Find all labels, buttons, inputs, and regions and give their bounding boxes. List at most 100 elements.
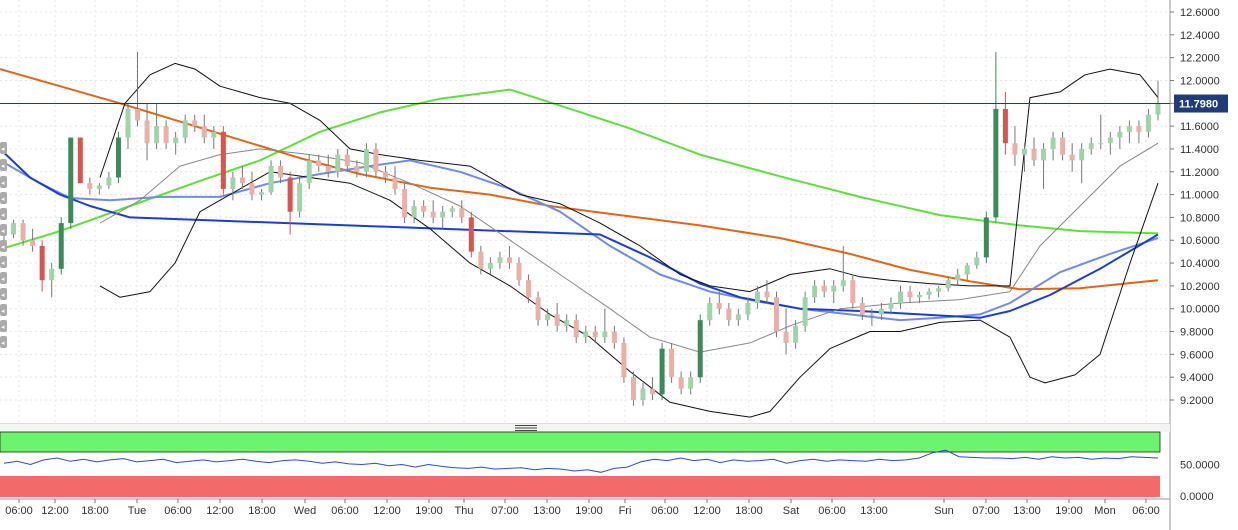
candle-body	[1069, 154, 1075, 161]
candle-body	[30, 240, 36, 246]
toolbar-tab[interactable]: ◂	[0, 224, 7, 236]
toolbar-tab[interactable]: ◂	[0, 176, 7, 188]
candle	[1031, 137, 1037, 167]
candle	[592, 325, 598, 343]
candle-body	[907, 291, 913, 298]
toolbar-tab[interactable]: ◂	[0, 142, 7, 154]
toolbar-tab[interactable]: ◂	[0, 192, 7, 204]
candle-body	[850, 280, 856, 303]
bollinger-upper	[99, 62, 1159, 293]
candle	[382, 166, 388, 184]
price-tick-label: 11.6000	[1180, 121, 1219, 133]
time-tick-label: 06:00	[651, 505, 679, 517]
toolbar-tab[interactable]: ◂	[0, 272, 7, 284]
candle	[774, 291, 780, 338]
candle-body	[115, 137, 121, 178]
toolbar-tab-bg	[0, 208, 7, 220]
candle-body	[793, 325, 799, 343]
candle	[945, 276, 951, 292]
candle-body	[526, 280, 532, 298]
candle	[764, 280, 770, 303]
candle-body	[869, 314, 875, 316]
toolbar-tab[interactable]: ◂	[0, 288, 7, 300]
price-tick-label: 9.8000	[1180, 327, 1214, 339]
candle	[268, 160, 274, 195]
candle	[1117, 126, 1123, 149]
candle	[573, 314, 579, 343]
toolbar-tab[interactable]: ◂	[0, 159, 7, 171]
candle	[697, 314, 703, 383]
candle-body	[125, 109, 131, 138]
candle-body	[583, 331, 589, 338]
candle-body	[926, 291, 932, 296]
toolbar-tab-bg	[0, 142, 7, 154]
candle	[1098, 114, 1104, 149]
pane-divider-bar	[0, 424, 1170, 432]
candle-body	[20, 223, 26, 241]
candle	[611, 325, 617, 349]
candle-body	[1050, 137, 1056, 149]
candle-body	[611, 331, 617, 343]
candle	[239, 166, 245, 189]
candle	[306, 154, 312, 189]
candle	[478, 245, 484, 275]
toolbar-tab-icon: ◂	[1, 244, 5, 251]
candle	[106, 171, 112, 189]
candle-body	[1088, 143, 1094, 149]
candle	[1012, 126, 1018, 167]
pane-divider[interactable]	[0, 424, 1170, 432]
candle	[602, 308, 608, 343]
rsi-tick-label: 0.0000	[1180, 491, 1214, 503]
candle-body	[1060, 137, 1066, 155]
candle	[545, 308, 551, 326]
toolbar-tab[interactable]: ◂	[0, 208, 7, 220]
candle	[621, 337, 627, 383]
toolbar-tab[interactable]: ◂	[0, 256, 7, 268]
rsi-line	[3, 449, 1159, 473]
candle	[468, 211, 474, 258]
time-tick-label: 13:00	[533, 505, 561, 517]
price-tick-label: 10.4000	[1180, 258, 1220, 270]
candle-body	[897, 291, 903, 303]
time-tick-label: Sun	[934, 505, 954, 517]
candle-body	[955, 274, 961, 281]
price-tick-label: 12.4000	[1180, 30, 1220, 42]
candle-body	[878, 308, 884, 315]
candle-body	[316, 160, 322, 167]
candle-body	[106, 177, 112, 186]
candle	[230, 171, 236, 201]
candle	[955, 268, 961, 286]
candle-body	[430, 211, 436, 218]
time-tick-label: 07:00	[972, 505, 1000, 517]
candle	[325, 154, 331, 178]
toolbar-tab[interactable]: ◂	[0, 336, 7, 348]
candle-body	[1107, 137, 1113, 144]
candle-body	[201, 126, 207, 138]
candle	[68, 137, 74, 229]
candle-body	[344, 154, 350, 167]
toolbar-tab[interactable]: ◂	[0, 304, 7, 316]
candle	[58, 217, 64, 275]
candle-body	[754, 291, 760, 303]
toolbar-tab[interactable]: ◂	[0, 240, 7, 252]
toolbar-tab-icon: ◂	[1, 146, 5, 153]
candle-body	[1031, 148, 1037, 161]
candle-body	[506, 257, 512, 264]
candle	[316, 154, 322, 172]
candle	[287, 171, 293, 235]
candle	[1126, 120, 1132, 144]
left-toolbar[interactable]: ◂ ◂ ◂ ◂ ◂ ◂ ◂ ◂ ◂ ◂ ◂ ◂ ◂	[0, 142, 7, 348]
candle	[869, 308, 875, 326]
candle	[926, 288, 932, 300]
candle-body	[716, 303, 722, 309]
rsi-tick-label: 50.0000	[1180, 460, 1220, 472]
last-price-badge: 11.7980	[1174, 94, 1228, 113]
candle-body	[621, 342, 627, 378]
candle	[402, 183, 408, 224]
toolbar-tab[interactable]: ◂	[0, 320, 7, 332]
candle-body	[974, 257, 980, 266]
candle-body	[545, 314, 551, 321]
time-tick-label: 13:00	[860, 505, 888, 517]
candle-body	[459, 208, 465, 218]
candle	[983, 211, 989, 264]
